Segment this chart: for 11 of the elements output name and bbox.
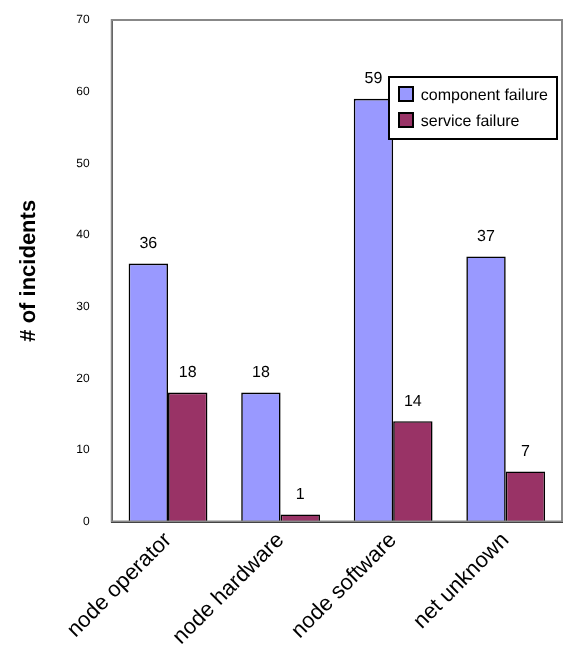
data-label: 18 xyxy=(178,362,198,381)
y-axis-title: # of incidents xyxy=(17,199,42,342)
data-label: 18 xyxy=(251,362,271,381)
data-label: 1 xyxy=(295,484,306,503)
legend-label: service failure xyxy=(418,110,522,134)
legend-label: component failure xyxy=(418,84,548,108)
data-label: 37 xyxy=(477,226,497,245)
data-label: 59 xyxy=(364,69,384,88)
data-label: 7 xyxy=(520,441,531,460)
data-label: 36 xyxy=(139,234,159,253)
data-label: 14 xyxy=(403,391,423,410)
